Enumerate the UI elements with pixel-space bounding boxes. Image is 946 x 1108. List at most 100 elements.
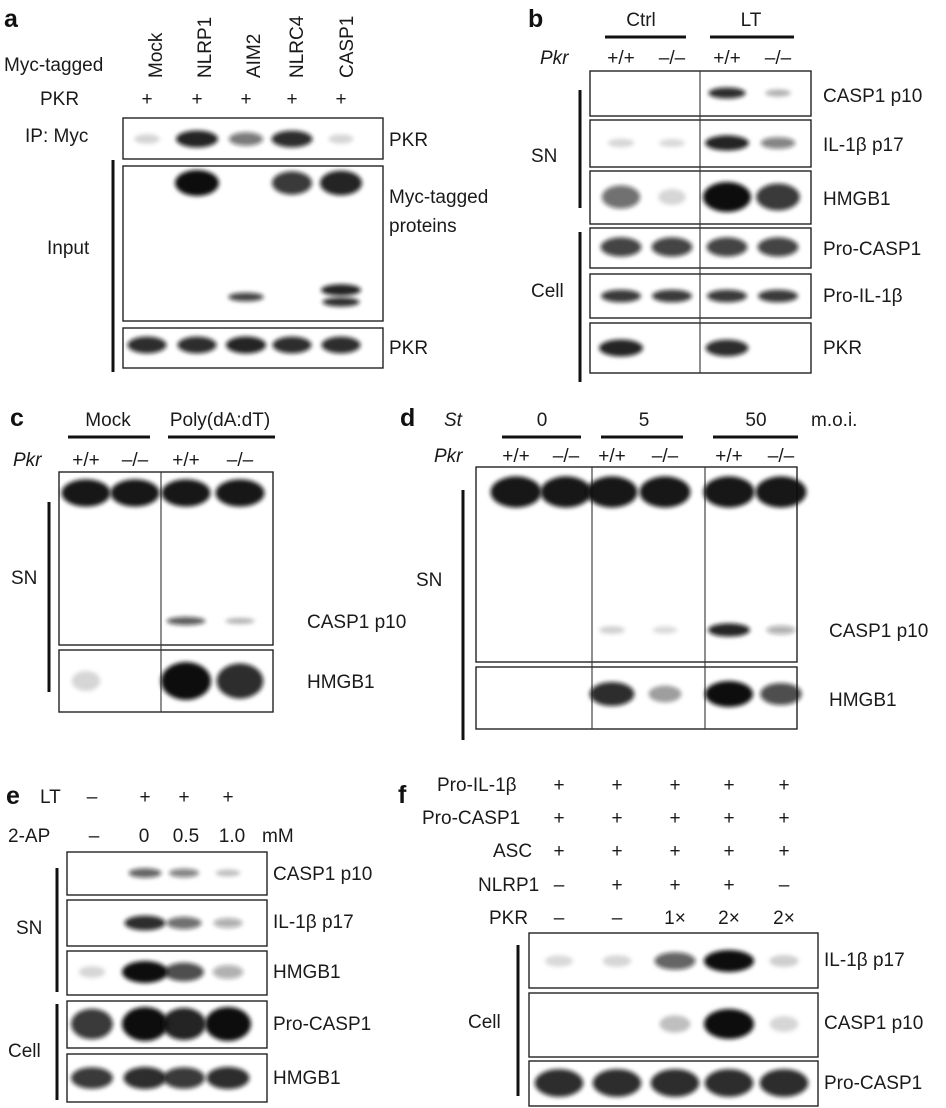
panel-f-mark: – — [779, 875, 790, 896]
panel-c-sn-label: SN — [11, 568, 37, 589]
blot-label: CASP1 p10 — [307, 612, 406, 633]
blot-band — [175, 170, 219, 196]
blot-band — [648, 685, 682, 703]
panel-f-mark: + — [778, 808, 789, 829]
panel-b-blot-casp1-p10: CASP1 p10 — [589, 70, 922, 117]
blot-band — [71, 1008, 113, 1040]
blot-band — [765, 89, 791, 97]
panel-f-mark: + — [669, 775, 680, 796]
blot-label: CASP1 p10 — [824, 1013, 923, 1034]
blot-band — [704, 1009, 754, 1039]
blot-label: PKR — [389, 338, 428, 359]
panel-a-ip-label: IP: Myc — [25, 126, 88, 147]
panel-e-lt-label: LT — [40, 787, 61, 808]
panel-f-mark: + — [778, 775, 789, 796]
blot-band — [163, 1067, 205, 1089]
panel-b-sn-label: SN — [531, 146, 557, 167]
blot-band — [654, 952, 696, 970]
panel-b-genotype-label: Pkr — [540, 48, 569, 69]
blot-band — [271, 171, 313, 195]
panel-a-lane-nlrp1: NLRP1 — [195, 17, 216, 78]
blot-band — [607, 138, 635, 148]
panel-f-cell-label: Cell — [468, 1012, 501, 1033]
blot-label: Pro-IL-1β — [823, 286, 903, 307]
blot-band — [540, 476, 592, 508]
blot-band — [127, 336, 167, 354]
blot-label: Pro-CASP1 — [824, 1073, 922, 1094]
blot-band — [124, 915, 166, 931]
blot-label: CASP1 p10 — [829, 621, 928, 642]
blot-band — [168, 868, 200, 878]
panel-e-unit: mM — [262, 826, 294, 847]
blot-bands-layer — [61, 87, 809, 1097]
panel-e-letter: e — [6, 782, 20, 810]
panel-f-row-label: Pro-IL-1β — [437, 775, 517, 796]
panel-f-mark: + — [611, 841, 622, 862]
panel-f-mark: + — [723, 775, 734, 796]
blot-band — [228, 292, 264, 302]
blot-label: CASP1 p10 — [273, 864, 372, 885]
panel-e-ap-mark: 0 — [139, 826, 150, 847]
blot-band — [599, 626, 625, 634]
blot-band — [705, 135, 749, 151]
blot-band — [490, 476, 542, 508]
blot-label: HMGB1 — [829, 690, 897, 711]
blot-label: HMGB1 — [307, 672, 375, 693]
blot-band — [162, 1007, 206, 1041]
panel-d-genotype: –/– — [768, 446, 795, 467]
blot-band — [213, 918, 243, 928]
blot-band — [705, 339, 749, 357]
panel-d-genotype-label: Pkr — [434, 446, 463, 467]
panel-e-lt-mark: – — [87, 787, 98, 808]
panel-f-mark: + — [553, 808, 564, 829]
panel-e-cell-label: Cell — [8, 1041, 41, 1062]
panel-f-mark: – — [554, 875, 565, 896]
blot-band — [161, 662, 211, 700]
panel-a-lane-aim2: AIM2 — [244, 34, 265, 78]
panel-d-group-50: 50 — [745, 410, 766, 431]
panel-e-ap-mark: 0.5 — [173, 826, 199, 847]
blot-band — [128, 868, 162, 878]
panel-b-genotype: –/– — [765, 48, 792, 69]
blot-band — [760, 682, 802, 706]
blot-band — [707, 623, 751, 637]
blot-band — [110, 479, 160, 507]
blot-band — [589, 681, 635, 707]
panel-e: e LT – + + + 2-AP – 0 0.5 1.0 mM SN Cell… — [6, 782, 372, 1103]
panel-d-genotype: +/+ — [502, 446, 529, 467]
panel-f-mark: + — [723, 841, 734, 862]
blot-band — [205, 1007, 251, 1041]
panel-f-mark: 2× — [773, 908, 795, 929]
blot-band — [321, 336, 361, 354]
blot-band — [757, 237, 799, 257]
panel-f-mark: + — [553, 841, 564, 862]
panel-d-genotype: +/+ — [598, 446, 625, 467]
blot-band — [704, 950, 754, 972]
panel-c-genotype: –/– — [122, 450, 149, 471]
panel-f-mark: + — [611, 775, 622, 796]
panel-a-pkr-mark: + — [335, 89, 346, 110]
panel-d-treatment-label: St — [444, 410, 463, 431]
panel-e-blot-il1b-p17: IL-1β p17 — [66, 899, 354, 947]
blot-band — [544, 955, 574, 967]
panel-f-mark: + — [611, 875, 622, 896]
panel-d-blot-hmgb1: HMGB1 — [475, 666, 897, 730]
blot-label: Pro-CASP1 — [823, 239, 921, 260]
blot-band — [216, 663, 264, 699]
panel-b-letter: b — [528, 5, 543, 33]
panel-a-pkr-mark: + — [191, 89, 202, 110]
panel-a-lane-nlrc4: NLRC4 — [287, 15, 308, 78]
blot-band — [760, 137, 796, 149]
panel-c-letter: c — [10, 404, 24, 432]
panel-f-mark: + — [669, 808, 680, 829]
blot-band — [134, 134, 160, 144]
blot-band — [708, 87, 746, 99]
blot-band — [600, 289, 642, 303]
blot-band — [703, 182, 751, 212]
panel-a-pkr-mark: + — [141, 89, 152, 110]
panel-b-genotype: +/+ — [713, 48, 740, 69]
panel-e-lt-mark: + — [222, 787, 233, 808]
panel-f-letter: f — [398, 781, 407, 809]
blot-band — [652, 626, 678, 634]
